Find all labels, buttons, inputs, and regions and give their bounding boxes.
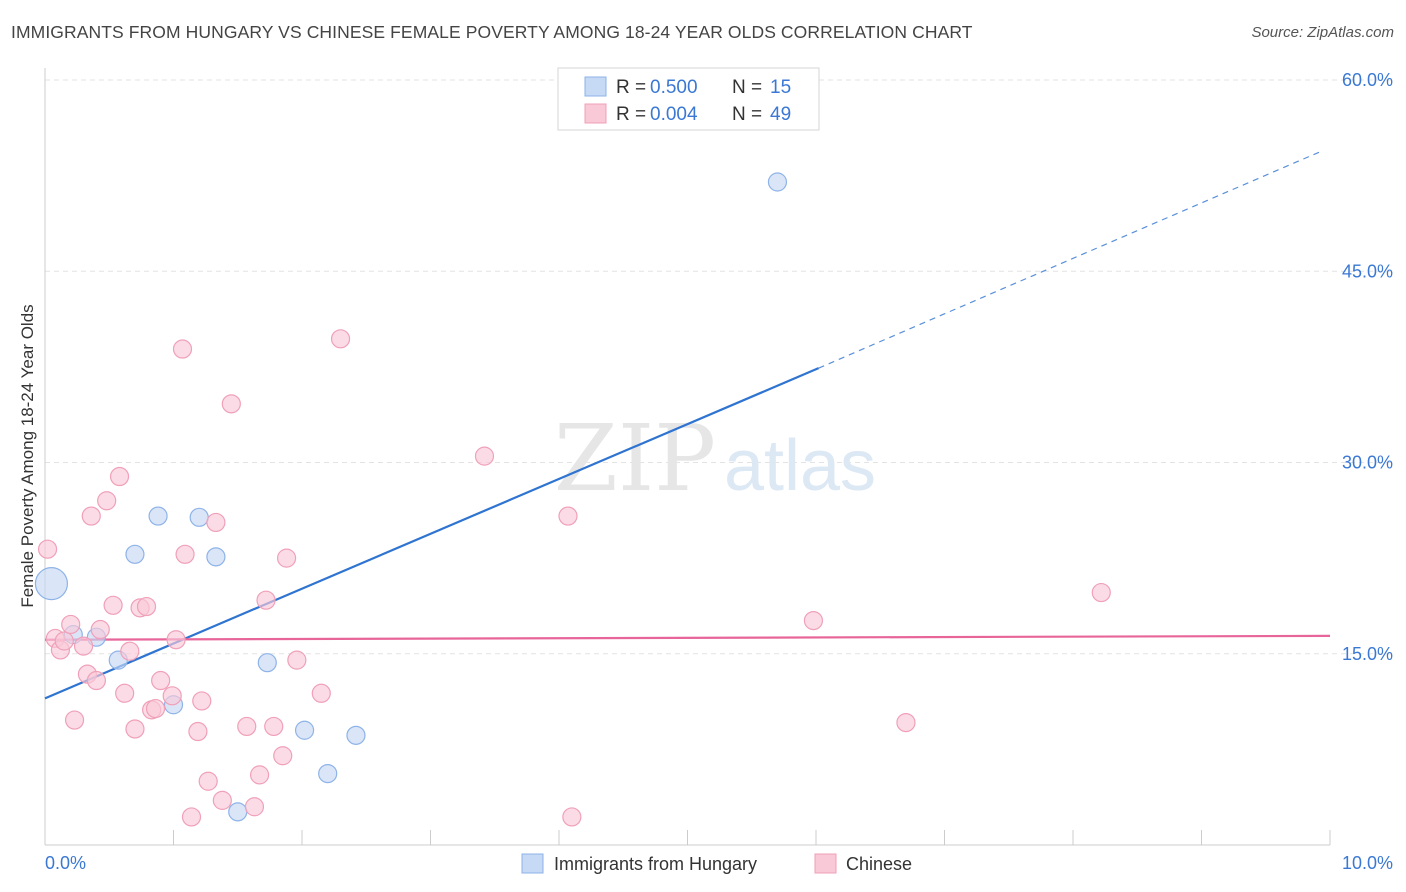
hungary-trend-extension [818, 150, 1322, 369]
chinese-point [175, 544, 195, 564]
chinese-point [151, 670, 171, 691]
chinese-point [237, 716, 257, 737]
hungary-point [257, 653, 277, 673]
bottom-legend-swatch-chinese [814, 853, 837, 874]
y-tick-label: 45.0% [1342, 261, 1393, 281]
chinese-point [330, 329, 351, 349]
chinese-point [166, 630, 186, 650]
chinese-point [120, 641, 140, 661]
chinese-point [61, 614, 81, 635]
chinese-point [311, 683, 331, 703]
chinese-point [273, 746, 293, 766]
chinese-point [1091, 582, 1111, 603]
watermark: ZIP atlas [554, 405, 876, 512]
y-tick-label: 15.0% [1342, 644, 1393, 664]
bottom-legend: Immigrants from Hungary Chinese [521, 853, 912, 874]
chinese-trend-line [44, 634, 1331, 641]
chinese-point [474, 446, 495, 466]
hungary-point [189, 507, 209, 527]
chinese-point [803, 610, 824, 631]
hungary-point [228, 802, 248, 822]
chinese-point [256, 590, 276, 610]
chinese-point [64, 710, 85, 730]
legend-n-label: N = [732, 104, 762, 125]
bottom-legend-swatch-hungary [521, 853, 544, 874]
chinese-point [287, 650, 307, 670]
chinese-point [212, 790, 232, 810]
chinese-point [162, 686, 182, 706]
legend: R = 0.500 N = 15 R = 0.004 N = 49 [557, 67, 820, 131]
gridlines [45, 79, 1395, 655]
axes [44, 68, 1331, 846]
hungary-trend-line [44, 367, 820, 700]
chinese-point [145, 698, 166, 719]
chinese-point [896, 712, 916, 733]
watermark-atlas: atlas [724, 426, 876, 506]
source-label: Source: ZipAtlas.com [1251, 24, 1394, 41]
chinese-point [192, 691, 212, 711]
legend-swatch-hungary [584, 76, 607, 97]
chinese-point [276, 548, 297, 568]
data-points [34, 172, 1111, 827]
legend-n-value: 15 [770, 77, 791, 98]
tick-labels: 15.0% 30.0% 45.0% 60.0% 0.0% 10.0% [45, 70, 1393, 873]
chinese-point [73, 636, 94, 656]
chinese-point [206, 512, 226, 533]
chinese-point [125, 719, 145, 739]
legend-r-label: R = [616, 104, 646, 125]
hungary-point [125, 544, 145, 564]
chinese-point [81, 506, 101, 526]
watermark-zip: ZIP [554, 405, 716, 512]
legend-r-label: R = [616, 77, 646, 98]
chinese-point [37, 539, 58, 559]
chinese-point [249, 765, 270, 785]
chinese-point [562, 807, 582, 827]
chinese-point [244, 797, 265, 817]
legend-n-value: 49 [770, 104, 791, 125]
chinese-point [86, 670, 107, 691]
hungary-point [767, 172, 788, 192]
legend-r-value: 0.004 [650, 104, 698, 125]
y-tick-label: 30.0% [1342, 453, 1393, 473]
chinese-point [264, 716, 284, 737]
chinese-point [198, 771, 218, 791]
chinese-point [181, 807, 202, 827]
hungary-point [294, 720, 315, 740]
chinese-point [90, 619, 110, 640]
hungary-point [148, 506, 168, 526]
legend-n-label: N = [732, 77, 762, 98]
chinese-point [97, 491, 117, 511]
chart-title: IMMIGRANTS FROM HUNGARY VS CHINESE FEMAL… [11, 22, 973, 42]
chinese-point [558, 506, 578, 526]
chinese-point [188, 721, 208, 742]
chinese-point [136, 596, 157, 617]
chinese-point [54, 631, 74, 651]
chinese-point [103, 595, 123, 615]
x-tick-label: 0.0% [45, 853, 86, 873]
chinese-point [109, 466, 130, 487]
hungary-point [318, 763, 338, 784]
chinese-point [221, 394, 241, 414]
hungary-point [346, 725, 366, 745]
legend-r-value: 0.500 [650, 77, 698, 98]
chinese-point [115, 683, 135, 703]
x-tick-label: 10.0% [1342, 853, 1393, 873]
trend-lines [44, 150, 1331, 700]
bottom-legend-label-chinese: Chinese [846, 854, 912, 874]
bottom-legend-label-hungary: Immigrants from Hungary [554, 854, 757, 874]
hungary-point [206, 547, 226, 567]
hungary-point [34, 567, 69, 601]
y-tick-label: 60.0% [1342, 70, 1393, 90]
legend-swatch-chinese [584, 103, 607, 124]
chinese-point [172, 339, 193, 359]
